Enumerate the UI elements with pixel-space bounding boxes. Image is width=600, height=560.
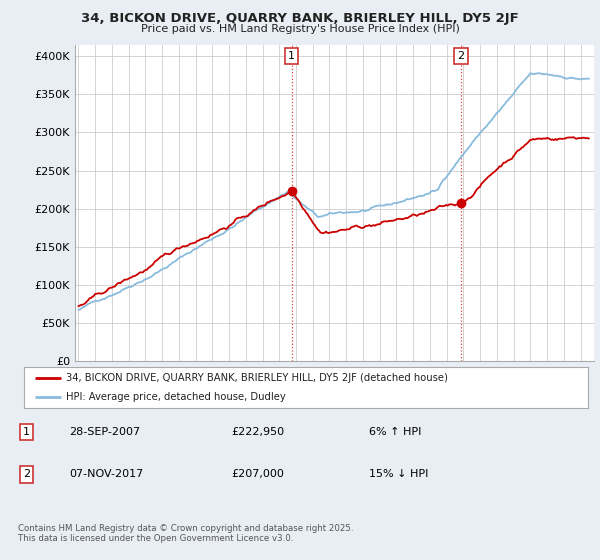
Text: 28-SEP-2007: 28-SEP-2007 bbox=[70, 427, 141, 437]
Text: 1: 1 bbox=[288, 51, 295, 61]
Text: Price paid vs. HM Land Registry's House Price Index (HPI): Price paid vs. HM Land Registry's House … bbox=[140, 24, 460, 34]
Text: 1: 1 bbox=[23, 427, 30, 437]
Text: 34, BICKON DRIVE, QUARRY BANK, BRIERLEY HILL, DY5 2JF: 34, BICKON DRIVE, QUARRY BANK, BRIERLEY … bbox=[81, 12, 519, 25]
Text: Contains HM Land Registry data © Crown copyright and database right 2025.
This d: Contains HM Land Registry data © Crown c… bbox=[18, 524, 353, 543]
Text: 2: 2 bbox=[457, 51, 464, 61]
Text: 6% ↑ HPI: 6% ↑ HPI bbox=[369, 427, 421, 437]
Text: £222,950: £222,950 bbox=[231, 427, 284, 437]
Text: 34, BICKON DRIVE, QUARRY BANK, BRIERLEY HILL, DY5 2JF (detached house): 34, BICKON DRIVE, QUARRY BANK, BRIERLEY … bbox=[66, 374, 448, 383]
Text: 07-NOV-2017: 07-NOV-2017 bbox=[70, 469, 144, 479]
Text: HPI: Average price, detached house, Dudley: HPI: Average price, detached house, Dudl… bbox=[66, 392, 286, 402]
Text: 15% ↓ HPI: 15% ↓ HPI bbox=[369, 469, 428, 479]
Text: £207,000: £207,000 bbox=[231, 469, 284, 479]
Text: 2: 2 bbox=[23, 469, 30, 479]
